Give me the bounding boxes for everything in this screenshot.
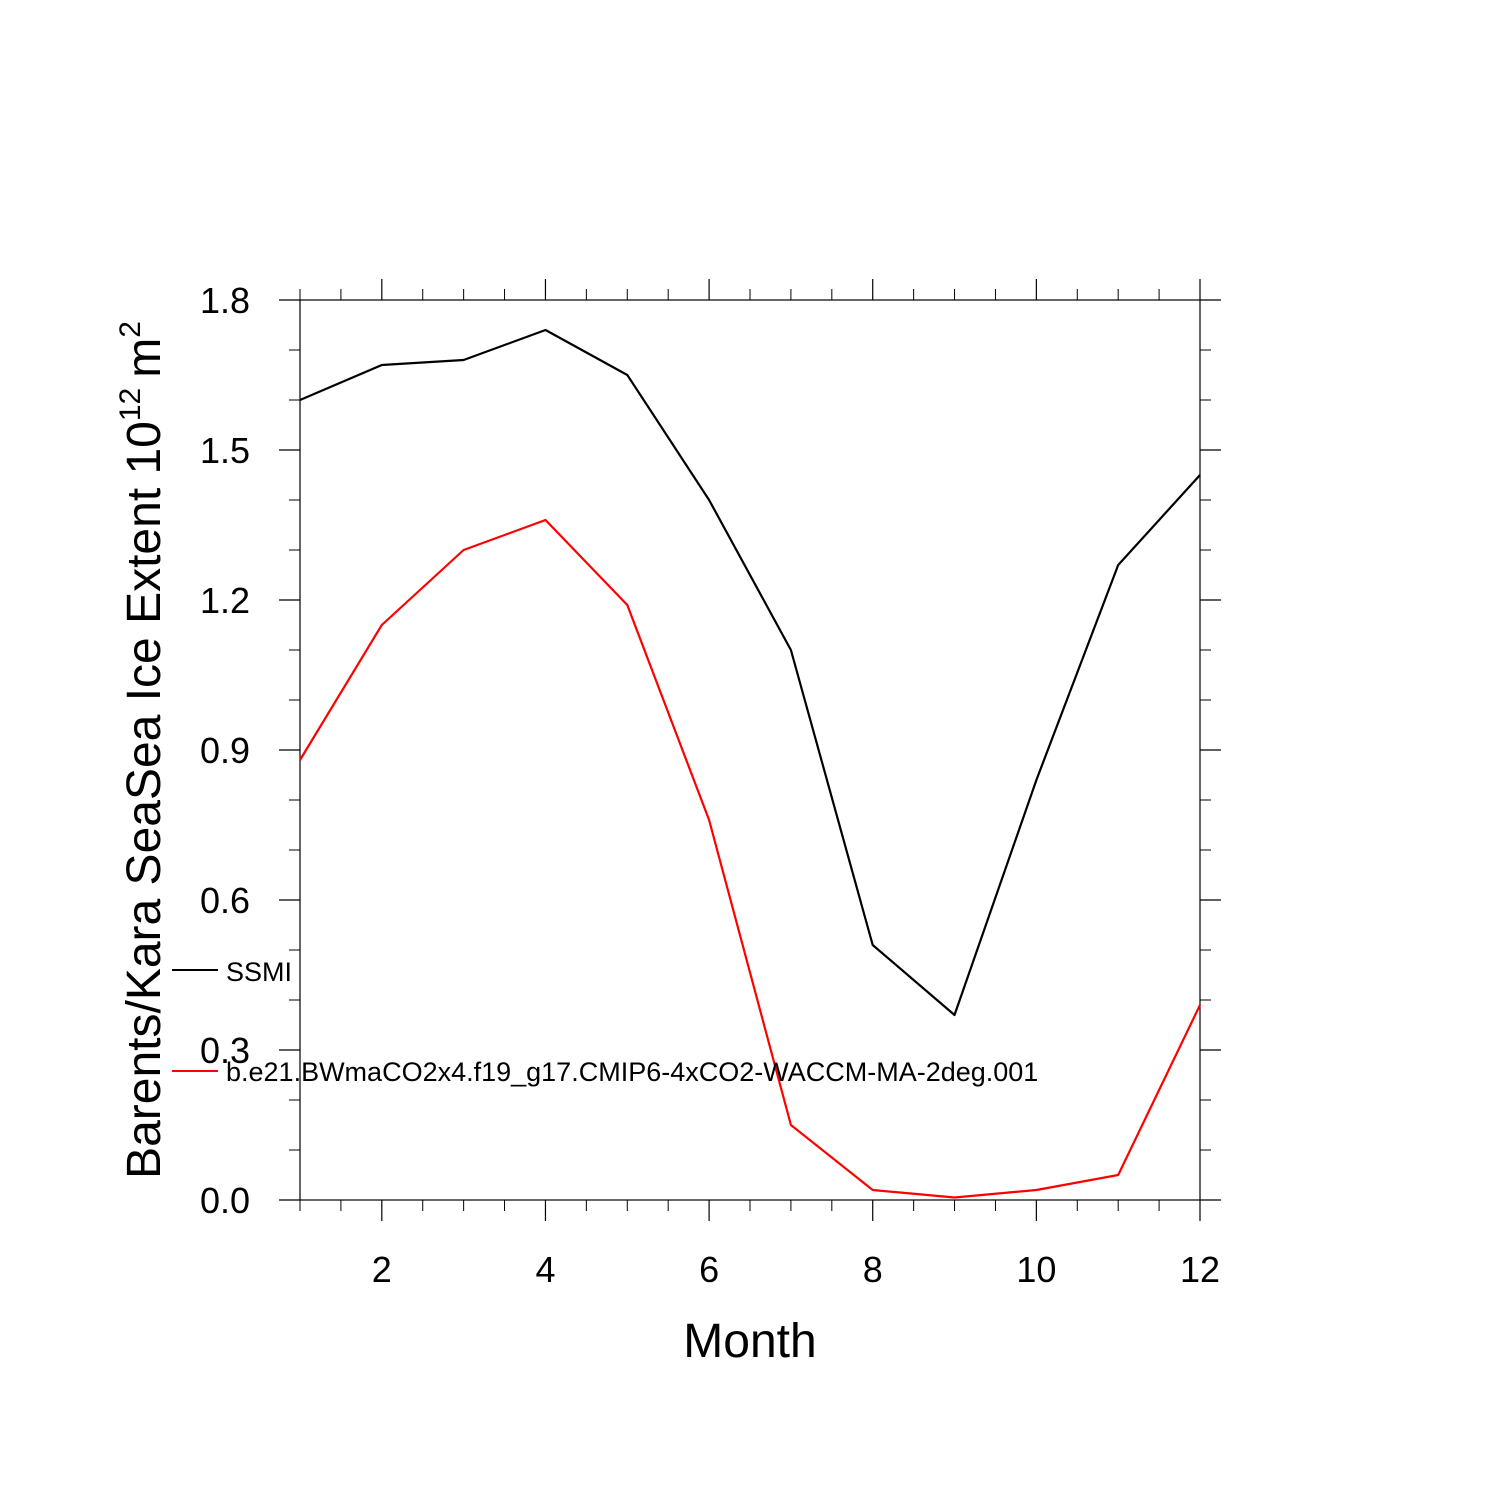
x-tick-label: 4 (535, 1249, 555, 1290)
series-line-ssmi (299, 328, 1201, 1017)
y-axis-title-unit-exponent: 2 (114, 321, 147, 338)
plot-frame (299, 299, 1201, 1201)
y-tick-label: 1.2 (200, 580, 250, 621)
legend: SSMI b.e21.BWmaCO2x4.f19_g17.CMIP6-4xCO2… (172, 957, 1038, 1087)
y-tick-label: 0.0 (200, 1180, 250, 1221)
x-tick-label: 10 (1016, 1249, 1056, 1290)
x-axis-title: Month (683, 1315, 816, 1368)
x-tick-label: 8 (863, 1249, 883, 1290)
legend-label-model: b.e21.BWmaCO2x4.f19_g17.CMIP6-4xCO2-WACC… (226, 1057, 1038, 1087)
y-axis-title: Barents/Kara SeaSea Ice Extent 1012 m2 (114, 321, 171, 1179)
x-tick-label: 12 (1180, 1249, 1220, 1290)
y-axis-title-unit: m (118, 338, 171, 378)
y-tick-label: 0.3 (200, 1030, 250, 1071)
y-tick-label: 0.6 (200, 880, 250, 921)
y-axis-title-exponent: 12 (114, 388, 147, 421)
y-axis-title-main: Barents/Kara SeaSea Ice Extent 10 (118, 421, 171, 1179)
y-tick-labels: 0.0 0.3 0.6 0.9 1.2 1.5 1.8 (200, 280, 250, 1221)
x-tick-label: 6 (699, 1249, 719, 1290)
major-ticks (279, 279, 1221, 1221)
series-line-model (299, 518, 1201, 1199)
x-tick-labels: 2 4 6 8 10 12 (372, 1249, 1220, 1290)
series-lines (299, 328, 1201, 1199)
y-tick-label: 0.9 (200, 730, 250, 771)
x-tick-label: 2 (372, 1249, 392, 1290)
minor-ticks (289, 289, 1211, 1211)
legend-label-ssmi: SSMI (226, 957, 292, 987)
y-tick-label: 1.5 (200, 430, 250, 471)
y-tick-label: 1.8 (200, 280, 250, 321)
